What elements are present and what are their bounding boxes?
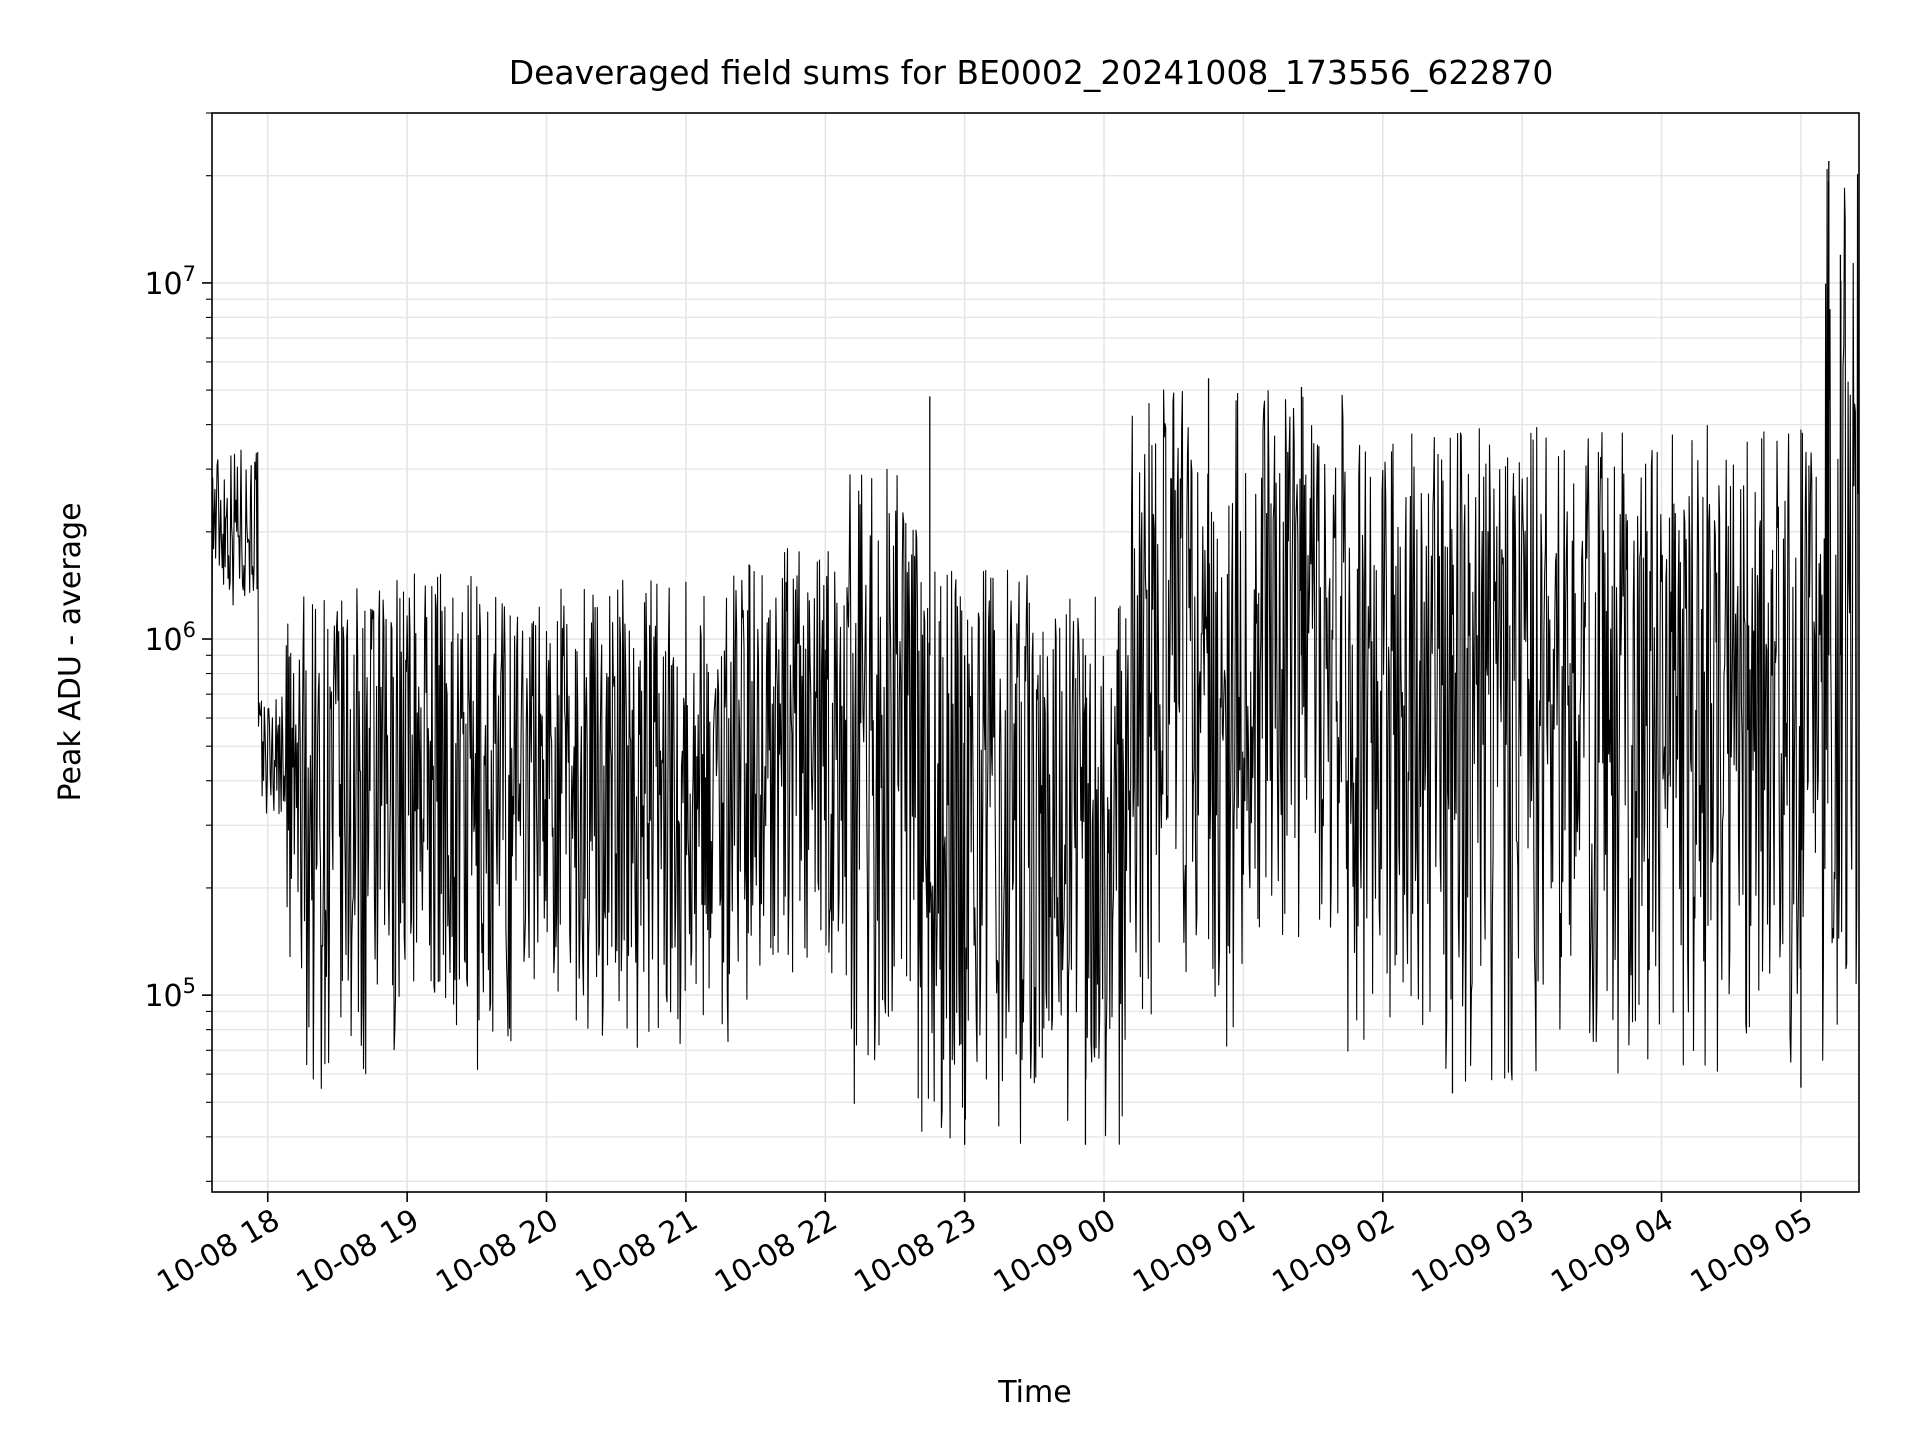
data-series — [211, 160, 1859, 1145]
x-axis: 10-08 18 10-08 19 10-08 20 10-08 21 10-08 22… — [151, 1192, 1819, 1301]
y-tick-label: 105 — [144, 974, 196, 1014]
x-tick-label: 10-08 22 — [709, 1203, 843, 1301]
series-line — [211, 168, 1859, 1145]
x-tick-label: 10-09 00 — [988, 1203, 1122, 1301]
x-tick-label: 10-09 05 — [1685, 1203, 1819, 1301]
plot-frame — [211, 112, 1860, 1193]
y-tick-label: 107 — [144, 262, 196, 302]
x-tick-label: 10-08 23 — [848, 1203, 982, 1301]
y-tick-label: 106 — [144, 618, 196, 658]
y-axis-label: Peak ADU - average — [53, 502, 88, 801]
x-tick-label: 10-09 02 — [1266, 1203, 1400, 1301]
y-axis: 105 106 107 — [144, 112, 212, 1182]
x-tick-label: 10-09 03 — [1406, 1203, 1540, 1301]
chart-title: Deaveraged field sums for BE0002_2024100… — [509, 53, 1554, 92]
x-tick-label: 10-09 01 — [1127, 1203, 1261, 1301]
x-axis-label: Time — [997, 1375, 1071, 1410]
x-tick-label: 10-08 18 — [151, 1203, 285, 1301]
x-tick-label: 10-08 19 — [291, 1203, 425, 1301]
x-tick-label: 10-08 20 — [430, 1203, 564, 1301]
x-tick-label: 10-08 21 — [570, 1203, 704, 1301]
x-tick-label: 10-09 04 — [1545, 1203, 1679, 1301]
